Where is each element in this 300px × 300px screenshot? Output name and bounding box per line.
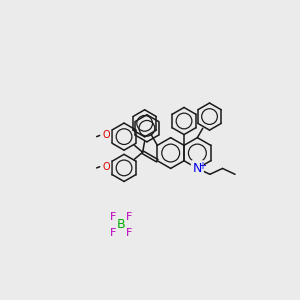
Text: B: B (117, 218, 126, 231)
Text: F: F (126, 212, 133, 222)
Text: O: O (102, 162, 110, 172)
Text: N: N (193, 162, 202, 175)
Text: +: + (198, 161, 206, 171)
Text: O: O (102, 130, 110, 140)
Text: F: F (110, 212, 116, 222)
Text: F: F (110, 228, 116, 238)
Text: F: F (126, 228, 133, 238)
